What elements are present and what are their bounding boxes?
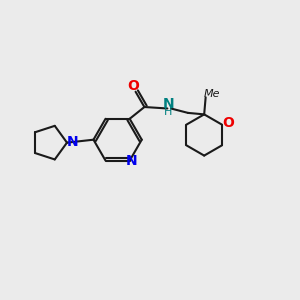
Text: O: O [127,80,139,93]
Text: N: N [67,135,78,149]
Text: O: O [222,116,234,130]
Text: Me: Me [204,89,220,99]
Text: N: N [125,154,137,168]
Text: N: N [162,98,174,111]
Text: H: H [164,107,172,117]
